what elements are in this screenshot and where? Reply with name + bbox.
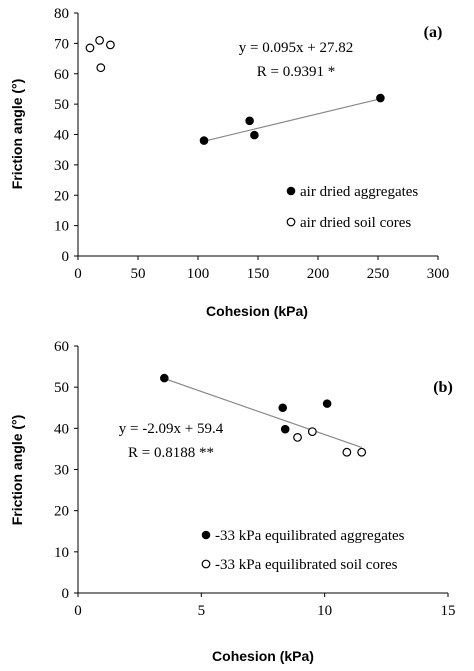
legend-label: air dried aggregates [300,184,418,200]
y-tick-label: 40 [54,421,69,437]
y-tick-label: 70 [54,36,69,52]
y-tick-label: 50 [54,97,69,113]
legend-item-aggregates: -33 kPa equilibrated aggregates [201,528,405,544]
data-point-filled [322,399,332,408]
trendline [164,378,362,448]
x-tick-label: 0 [74,266,82,282]
x-tick-label: 200 [307,266,330,282]
legend-item-soil-cores: -33 kPa equilibrated soil cores [201,557,398,573]
data-point-open [95,35,104,45]
data-point-open [293,432,302,442]
y-tick-label: 10 [54,219,69,235]
legend-marker-filled [201,530,211,540]
x-tick-label: 15 [441,603,456,619]
legend-label: -33 kPa equilibrated aggregates [215,528,405,544]
panel-label: (b) [433,379,453,396]
y-tick-label: 30 [54,463,69,479]
y-axis-label: Friction angle (°) [9,79,25,190]
x-tick-label: 150 [247,266,270,282]
data-point-open [105,40,115,50]
data-point-open [96,63,106,73]
legend-item-aggregates: air dried aggregates [286,184,418,200]
legend-item-soil-cores: air dried soil cores [286,215,411,231]
legend: air dried aggregates air dried soil core… [286,184,418,231]
y-tick-label: 0 [62,249,70,265]
x-tick-label: 5 [198,603,206,619]
legend-marker-open [201,559,211,569]
legend-marker-open [286,217,296,227]
legend-marker-filled [286,186,296,196]
data-point-open [357,447,367,457]
y-ticks: 0 10 20 30 40 50 60 [54,339,78,602]
data-point-filled [278,403,288,413]
y-tick-label: 40 [54,128,69,144]
y-ticks: 0 10 20 30 40 50 60 70 80 [54,6,78,265]
regression-equation: y = 0.095x + 27.82 [239,40,353,56]
x-tick-label: 0 [74,603,82,619]
x-tick-label: 250 [367,266,390,282]
legend: -33 kPa equilibrated aggregates -33 kPa … [201,528,405,573]
data-point-open [342,447,352,457]
y-tick-label: 20 [54,188,69,204]
x-ticks: 0 50 100 150 200 250 300 [74,256,449,282]
y-tick-label: 10 [54,545,69,561]
trendline [203,98,381,142]
x-axis-label: Cohesion (kPa) [212,648,314,664]
legend-label: -33 kPa equilibrated soil cores [215,557,398,573]
data-point-filled [280,424,290,434]
correlation-coefficient: R = 0.9391 * [257,64,335,80]
data-point-filled [160,373,169,383]
y-tick-label: 60 [54,67,69,83]
data-point-filled [199,136,209,145]
y-tick-label: 60 [54,339,69,355]
x-ticks: 0 5 10 15 [74,593,456,619]
x-tick-label: 300 [427,266,450,282]
x-tick-label: 100 [187,266,210,282]
data-points [85,35,385,145]
panel-label: (a) [424,24,443,41]
data-point-filled [245,116,254,126]
y-axis-label: Friction angle (°) [9,415,25,526]
regression-equation: y = -2.09x + 59.4 [119,421,224,437]
legend-label: air dried soil cores [300,215,411,231]
y-tick-label: 20 [54,504,69,520]
y-tick-label: 30 [54,158,69,174]
x-tick-label: 10 [317,603,332,619]
correlation-coefficient: R = 0.8188 ** [128,445,214,461]
y-tick-label: 80 [54,6,69,22]
data-point-filled [250,130,259,140]
chart-panel-a: 0 10 20 30 40 50 60 70 80 0 50 100 150 200 250 300 Fri… [9,6,449,319]
data-points [160,373,367,457]
data-point-open [307,427,317,437]
data-point-filled [376,93,385,103]
y-tick-label: 50 [54,380,69,396]
y-tick-label: 0 [62,586,70,602]
x-axis-label: Cohesion (kPa) [206,303,308,319]
x-tick-label: 50 [131,266,146,282]
data-point-open [85,43,95,53]
